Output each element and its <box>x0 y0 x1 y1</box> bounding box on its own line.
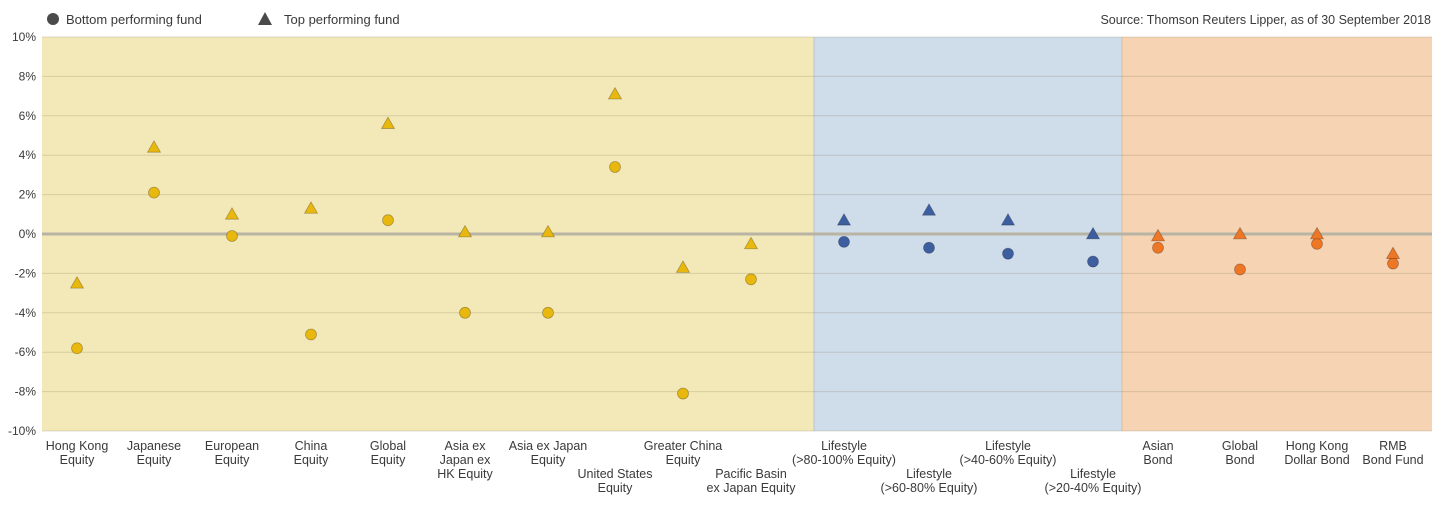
top-fund-point <box>1385 246 1401 259</box>
y-tick-label: 10% <box>12 30 36 44</box>
bottom-fund-point <box>226 230 238 242</box>
bottom-fund-point <box>745 273 757 286</box>
top-fund-point <box>1309 226 1325 240</box>
top-fund-point <box>69 275 85 289</box>
category-label: Hong Kong Equity <box>46 439 109 467</box>
y-tick-label: 6% <box>19 109 37 123</box>
category-label: China Equity <box>294 439 329 467</box>
source-note: Source: Thomson Reuters Lipper, as of 30… <box>1100 13 1431 27</box>
top-fund-point <box>380 116 396 129</box>
top-fund-point <box>1232 226 1248 240</box>
legend-bottom-marker <box>47 13 59 25</box>
y-tick-label: 2% <box>19 188 37 202</box>
y-tick-label: 8% <box>19 69 37 83</box>
category-label: RMB Bond Fund <box>1362 439 1423 467</box>
top-fund-point <box>540 224 556 238</box>
legend: Bottom performing fund Top performing fu… <box>47 12 400 27</box>
top-fund-point <box>675 260 691 273</box>
y-axis-tick-labels: 10% 8% 6% 4% 2% 0% -2% -4% -6% -8% -10% <box>8 30 36 438</box>
top-fund-point <box>836 212 852 226</box>
top-fund-point <box>1150 228 1166 242</box>
bottom-fund-point <box>459 306 471 319</box>
y-tick-label: -2% <box>15 266 37 280</box>
data-points <box>69 86 1401 400</box>
y-tick-label: -10% <box>8 424 36 438</box>
category-label: European Equity <box>205 439 259 467</box>
top-fund-point <box>303 201 319 214</box>
legend-top-label: Top performing fund <box>284 12 400 27</box>
top-fund-point <box>146 140 162 153</box>
y-tick-label: -4% <box>15 306 37 320</box>
category-label: Japanese Equity <box>127 439 181 467</box>
legend-top-marker <box>258 12 272 25</box>
category-label: Lifestyle (>60-80% Equity) <box>881 467 978 495</box>
category-label: Global Bond <box>1222 439 1258 467</box>
top-fund-point <box>607 86 623 100</box>
legend-bottom-label: Bottom performing fund <box>66 12 202 27</box>
bottom-fund-point <box>148 186 160 199</box>
bottom-fund-point <box>1387 257 1399 270</box>
bottom-fund-point <box>923 241 935 254</box>
y-tick-label: -6% <box>15 345 37 359</box>
bottom-fund-point <box>609 161 621 173</box>
category-label: Lifestyle (>80-100% Equity) <box>792 439 896 467</box>
bottom-fund-point <box>1311 237 1323 250</box>
bottom-fund-point <box>1152 241 1164 254</box>
top-fund-point <box>457 224 473 238</box>
bottom-fund-point <box>305 328 317 341</box>
bottom-fund-point <box>382 214 394 227</box>
category-label: United States Equity <box>577 467 652 495</box>
category-label: Pacific Basin ex Japan Equity <box>707 467 797 495</box>
bottom-fund-point <box>71 342 83 355</box>
category-label: Global Equity <box>370 439 406 467</box>
top-fund-point <box>1085 226 1101 240</box>
category-label: Asia ex Japan Equity <box>509 439 588 467</box>
top-fund-point <box>921 203 937 216</box>
category-label: Lifestyle (>20-40% Equity) <box>1045 467 1142 495</box>
bottom-fund-point <box>1087 255 1099 268</box>
y-tick-label: 4% <box>19 148 37 162</box>
y-tick-label: -8% <box>15 385 37 399</box>
bottom-fund-point <box>1234 263 1246 276</box>
category-labels: Hong Kong Equity Japanese Equity European Equ… <box>46 439 1424 495</box>
bottom-fund-point <box>838 235 850 248</box>
category-label: Hong Kong Dollar Bond <box>1284 439 1349 467</box>
top-fund-point <box>1000 212 1016 226</box>
bottom-fund-point <box>677 387 689 400</box>
grid-lines <box>42 36 1432 432</box>
bottom-fund-point <box>542 306 554 319</box>
top-fund-point <box>224 206 240 220</box>
category-label: Asia ex Japan ex HK Equity <box>437 439 493 481</box>
top-fund-point <box>743 236 759 250</box>
bottom-fund-point <box>1002 247 1014 260</box>
y-tick-label: 0% <box>19 227 37 241</box>
category-label: Lifestyle (>40-60% Equity) <box>960 439 1057 467</box>
category-label: Greater China Equity <box>644 439 723 467</box>
category-label: Asian Bond <box>1142 439 1173 467</box>
